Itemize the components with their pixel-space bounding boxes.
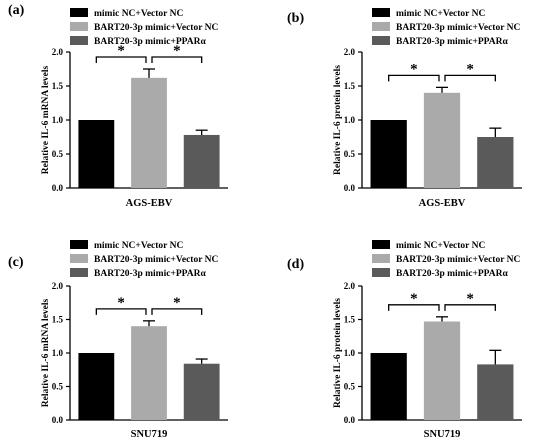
significance-star: * [410, 291, 418, 307]
legend-swatch [372, 22, 390, 31]
significance-star: * [173, 43, 181, 59]
significance-bracket [444, 304, 496, 311]
significance-star: * [117, 295, 125, 311]
legend-entry: BART20-3p mimic+Vector NC [94, 255, 218, 265]
panel-label: (d) [287, 257, 304, 272]
x-axis-label: AGS-EBV [419, 198, 466, 209]
bar [370, 120, 407, 188]
legend-swatch [372, 254, 390, 263]
panel-label: (a) [8, 3, 25, 18]
chart-panel-d: (d) mimic NC+Vector NC BART20-3p mimic+Vec… [287, 240, 522, 440]
legend-entry: BART20-3p mimic+PPARα [396, 269, 508, 279]
bar [78, 353, 115, 420]
significance-star: * [410, 61, 418, 77]
significance-star: * [173, 295, 181, 311]
x-axis-label: SNU719 [131, 429, 168, 440]
significance-star: * [466, 61, 474, 77]
x-axis-label: AGS-EBV [126, 198, 173, 209]
legend-entry: BART20-3p mimic+PPARα [396, 37, 508, 47]
significance-bracket [151, 308, 203, 315]
panel-label: (c) [8, 255, 24, 270]
y-axis-label: Relative IL-6 mRNA levels [41, 65, 51, 174]
y-tick-label: 0.0 [344, 183, 356, 193]
y-tick-label: 1.5 [344, 81, 356, 91]
significance-bracket [151, 56, 203, 63]
significance-bracket [95, 56, 147, 63]
legend-swatch [70, 240, 88, 249]
y-tick-label: 0.5 [52, 382, 64, 392]
bar [423, 92, 461, 188]
y-tick-label: 1.0 [344, 115, 356, 125]
legend-swatch [372, 268, 390, 277]
legend-entry: mimic NC+Vector NC [94, 241, 183, 251]
y-tick-label: 1.0 [52, 115, 64, 125]
significance-bracket [388, 74, 440, 82]
legend-swatch [70, 268, 88, 277]
y-tick-label: 0.5 [344, 149, 356, 159]
y-tick-label: 1.5 [52, 81, 64, 91]
bar [183, 134, 220, 188]
bar [78, 120, 115, 188]
chart-panel-b: (b) mimic NC+Vector NC BART20-3p mimic+Vec… [287, 8, 522, 209]
y-tick-label: 1.5 [52, 315, 64, 325]
y-axis-label: Relative IL-6 protein levels [333, 65, 343, 175]
significance-bracket [388, 304, 440, 311]
legend-swatch [70, 22, 88, 31]
legend-entry: mimic NC+Vector NC [396, 9, 485, 19]
y-tick-label: 2.0 [344, 281, 356, 291]
bar [131, 326, 167, 420]
x-axis-label: SNU719 [424, 429, 461, 440]
legend-swatch [372, 240, 390, 249]
y-tick-label: 0.0 [344, 415, 356, 425]
legend-entry: mimic NC+Vector NC [94, 9, 183, 19]
y-tick-label: 2.0 [52, 47, 64, 57]
legend-entry: BART20-3p mimic+Vector NC [94, 23, 218, 33]
y-tick-label: 1.0 [52, 348, 64, 358]
y-tick-label: 0.0 [52, 183, 64, 193]
significance-bracket [444, 74, 496, 82]
y-axis-label: Relative IL-6 protein levels [333, 298, 343, 408]
chart-panel-a: (a) mimic NC+Vector NC BART20-3p mimic+Vec… [8, 3, 228, 209]
legend-entry: BART20-3p mimic+PPARα [94, 37, 206, 47]
chart-panel-c: (c) mimic NC+Vector NC BART20-3p mimic+Vec… [8, 240, 228, 440]
y-tick-label: 0.0 [52, 415, 64, 425]
bar [183, 363, 220, 420]
y-tick-label: 1.5 [344, 315, 356, 325]
legend-entry: BART20-3p mimic+Vector NC [396, 23, 520, 33]
bar [477, 137, 514, 188]
panel-label: (b) [287, 11, 304, 26]
bar [370, 353, 407, 420]
significance-bracket [95, 308, 147, 315]
legend-swatch [372, 36, 390, 45]
bar [477, 364, 514, 420]
legend-entry: BART20-3p mimic+Vector NC [396, 255, 520, 265]
legend-swatch [70, 36, 88, 45]
y-tick-label: 0.5 [344, 382, 356, 392]
legend-swatch [372, 8, 390, 17]
legend-swatch [70, 254, 88, 263]
y-tick-label: 1.0 [344, 348, 356, 358]
bar [423, 321, 461, 420]
y-tick-label: 0.5 [52, 149, 64, 159]
y-tick-label: 2.0 [344, 47, 356, 57]
bar [131, 77, 167, 188]
significance-star: * [466, 291, 474, 307]
legend-entry: BART20-3p mimic+PPARα [94, 269, 206, 279]
legend-entry: mimic NC+Vector NC [396, 241, 485, 251]
significance-star: * [117, 43, 125, 59]
y-tick-label: 2.0 [52, 281, 64, 291]
legend-swatch [70, 8, 88, 17]
y-axis-label: Relative IL-6 mRNA levels [41, 298, 51, 407]
